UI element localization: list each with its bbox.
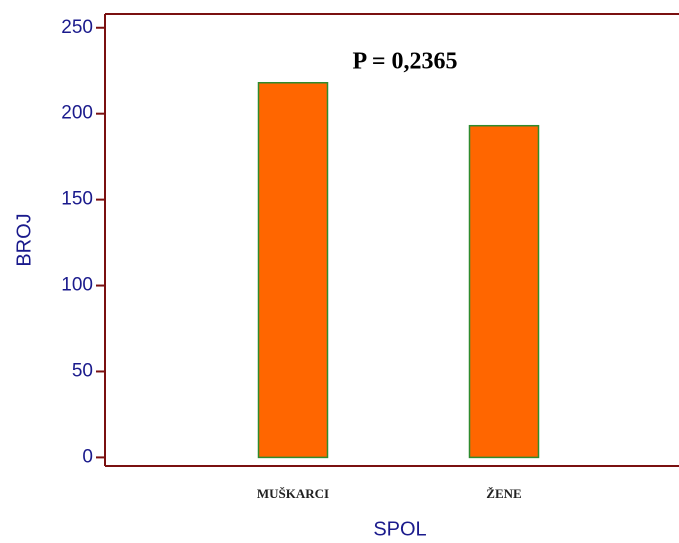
bar bbox=[468, 124, 540, 459]
y-tick-label: 100 bbox=[61, 275, 93, 296]
y-tick-label: 150 bbox=[61, 189, 93, 210]
x-tick-label: ŽENE bbox=[486, 486, 521, 501]
x-axis-label: SPOL bbox=[373, 518, 426, 540]
y-tick-label: 250 bbox=[61, 17, 93, 38]
y-tick-label: 50 bbox=[72, 360, 93, 381]
x-tick-label: MUŠKARCI bbox=[257, 486, 329, 501]
y-tick-label: 0 bbox=[82, 446, 93, 467]
y-tick-label: 200 bbox=[61, 103, 93, 124]
annotation: P = 0,2365 bbox=[352, 49, 457, 75]
y-axis-label: BROJ bbox=[13, 213, 35, 266]
bar bbox=[257, 81, 329, 459]
